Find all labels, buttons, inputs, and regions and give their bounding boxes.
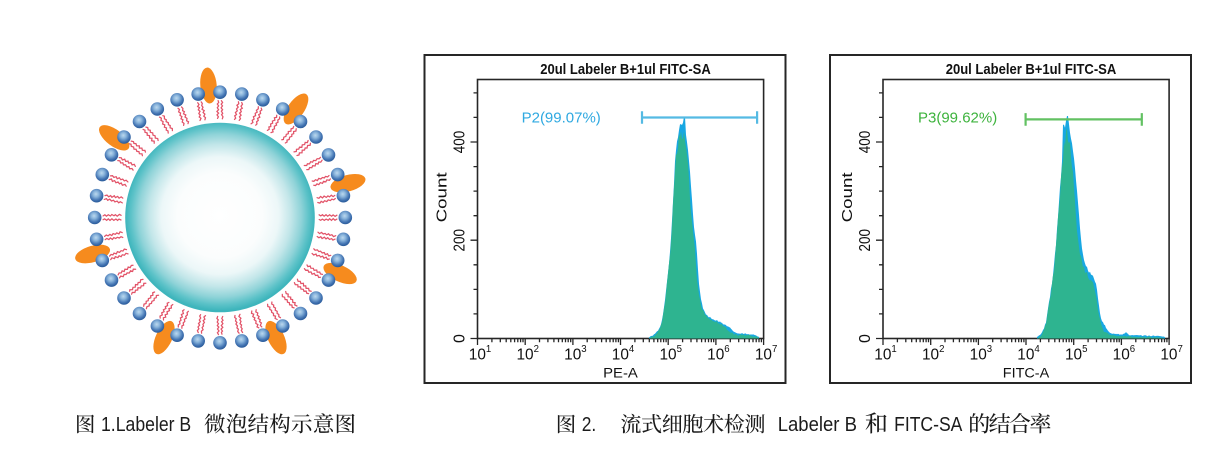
svg-text:Count: Count <box>434 172 450 222</box>
svg-text:Labeler B: Labeler B <box>778 414 857 436</box>
svg-text:Count: Count <box>840 172 856 222</box>
svg-text:0: 0 <box>452 334 469 343</box>
svg-text:20ul Labeler B+1ul FITC-SA: 20ul Labeler B+1ul FITC-SA <box>540 61 711 78</box>
svg-text:P2(99.07%): P2(99.07%) <box>522 110 601 127</box>
svg-text:200: 200 <box>857 229 874 252</box>
svg-text:20ul Labeler B+1ul FITC-SA: 20ul Labeler B+1ul FITC-SA <box>946 61 1117 78</box>
svg-text:400: 400 <box>452 131 469 154</box>
svg-text:400: 400 <box>857 131 874 154</box>
svg-text:0: 0 <box>857 334 874 343</box>
svg-text:1.Labeler B: 1.Labeler B <box>101 414 191 436</box>
svg-text:PE-A: PE-A <box>603 365 638 380</box>
svg-text:FITC-A: FITC-A <box>1003 365 1050 380</box>
svg-text:200: 200 <box>452 229 469 252</box>
svg-text:P3(99.62%): P3(99.62%) <box>918 110 997 127</box>
svg-text:FITC-SA: FITC-SA <box>894 414 963 436</box>
svg-text:2.: 2. <box>582 414 597 436</box>
